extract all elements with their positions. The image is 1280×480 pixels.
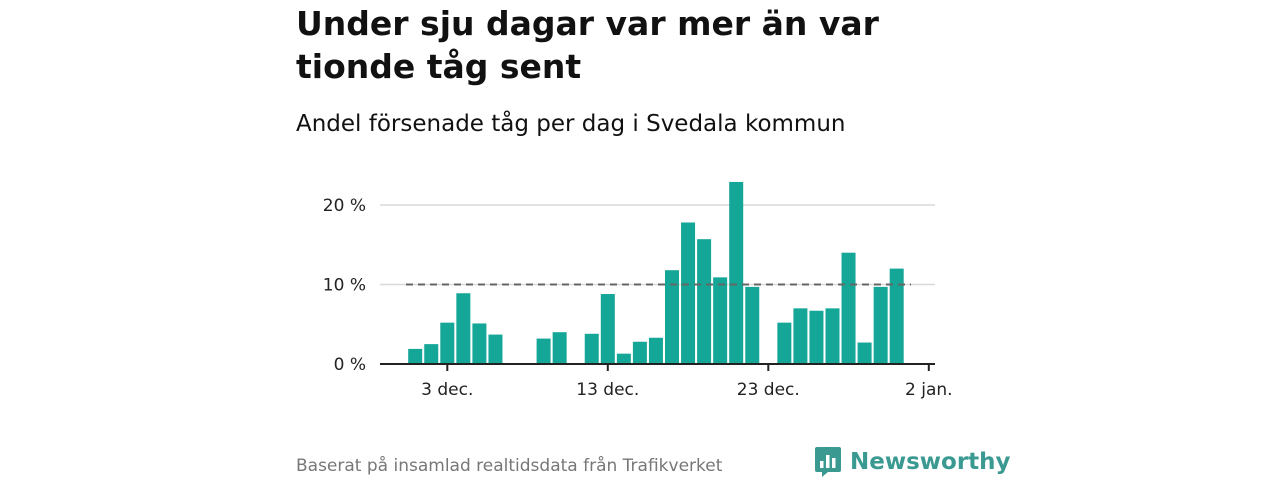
bar <box>889 268 904 364</box>
brand-logo[interactable]: Newsworthy <box>814 446 1011 478</box>
chart-title: Under sju dagar var mer än var tionde tå… <box>296 4 879 86</box>
bar <box>777 322 792 364</box>
bar <box>745 286 760 364</box>
bar <box>408 348 423 364</box>
bar <box>552 332 567 364</box>
y-tick-label: 20 % <box>323 196 366 216</box>
bar <box>681 222 696 364</box>
bar <box>440 322 455 364</box>
bar <box>713 277 728 364</box>
bar <box>825 308 840 364</box>
bar <box>488 334 503 364</box>
bar <box>809 310 824 364</box>
bar <box>472 323 487 364</box>
bars <box>408 181 904 364</box>
bar <box>536 338 551 364</box>
chart-subtitle: Andel försenade tåg per dag i Svedala ko… <box>296 111 846 137</box>
newsworthy-logo-icon <box>815 447 841 477</box>
bar <box>616 353 631 364</box>
axes: 0 % 10 % 20 % 3 dec. 13 dec. 23 dec. 2 jan. <box>323 196 953 400</box>
x-tick-label: 23 dec. <box>737 380 800 400</box>
bar <box>841 252 856 364</box>
x-tick-label: 3 dec. <box>421 380 473 400</box>
source-note: Baserat på insamlad realtidsdata från Tr… <box>296 456 723 476</box>
x-tick-label: 2 jan. <box>905 380 953 400</box>
bar <box>873 286 888 364</box>
bar <box>456 293 471 364</box>
bar <box>600 294 615 364</box>
bar <box>857 342 872 364</box>
bar <box>648 337 663 364</box>
bar <box>697 239 712 364</box>
y-tick-label: 10 % <box>323 276 366 296</box>
bar <box>584 333 599 364</box>
y-tick-label: 0 % <box>334 355 366 375</box>
bar <box>632 341 647 364</box>
brand-name: Newsworthy <box>850 449 1011 475</box>
bar <box>665 270 679 364</box>
bar <box>424 344 439 364</box>
bar <box>729 181 744 364</box>
x-tick-label: 13 dec. <box>576 380 639 400</box>
bar <box>793 308 808 364</box>
